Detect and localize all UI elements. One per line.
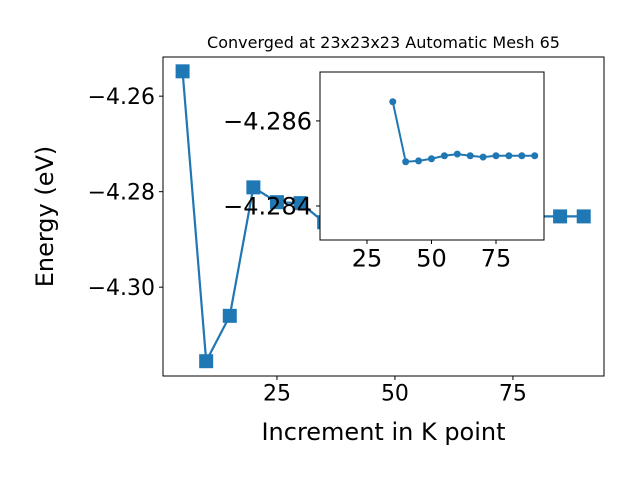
x-axis-label: Increment in K point	[261, 418, 505, 446]
data-point	[269, 195, 284, 210]
data-point	[492, 152, 500, 160]
x-tick-label: 25	[263, 382, 291, 407]
data-point	[389, 98, 397, 106]
x-tick-label: 75	[499, 382, 527, 407]
y-tick-label: −4.284	[223, 193, 312, 221]
data-point	[479, 153, 487, 161]
data-point	[199, 354, 214, 369]
y-tick-label: −4.30	[88, 276, 155, 301]
data-point	[427, 155, 435, 163]
x-tick-label: 75	[481, 244, 512, 272]
y-tick-label: −4.28	[88, 181, 155, 206]
data-point	[553, 209, 568, 224]
data-point	[246, 180, 261, 195]
data-point	[531, 152, 539, 160]
data-point	[466, 152, 474, 160]
data-point	[576, 209, 591, 224]
axes-frame	[162, 56, 605, 377]
y-tick-label: −4.26	[88, 85, 155, 110]
plot-content	[389, 98, 539, 166]
chart-title: Converged at 23x23x23 Automatic Mesh 65	[207, 33, 560, 52]
data-point	[440, 152, 448, 160]
y-tick-label: −4.286	[223, 108, 312, 136]
data-point	[518, 152, 526, 160]
data-point	[293, 196, 308, 211]
data-point	[415, 157, 423, 165]
data-point	[402, 158, 410, 166]
data-point	[453, 150, 461, 158]
x-tick-label: 50	[381, 382, 409, 407]
data-point	[505, 152, 513, 160]
x-tick-label: 50	[416, 244, 447, 272]
data-point	[222, 308, 237, 323]
axes-frame	[319, 71, 545, 241]
x-tick-label: 25	[352, 244, 383, 272]
data-point	[175, 64, 190, 79]
y-axis-label: Energy (eV)	[31, 146, 59, 288]
